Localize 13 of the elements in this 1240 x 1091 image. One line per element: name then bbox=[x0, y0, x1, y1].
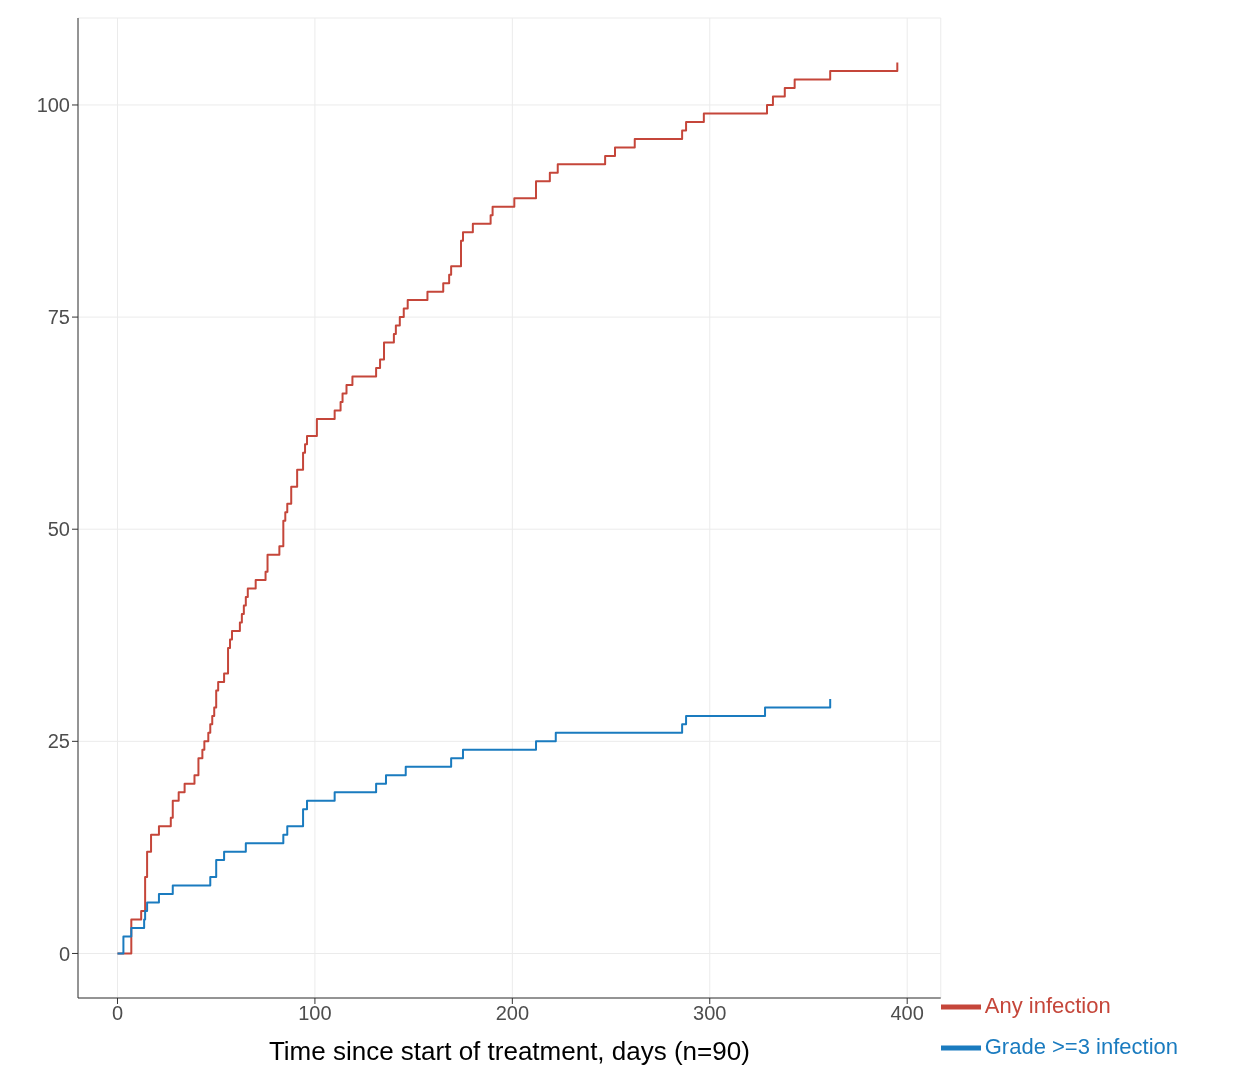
y-tick-label: 50 bbox=[47, 518, 70, 541]
y-tick-label: 0 bbox=[58, 942, 70, 965]
x-tick-label: 400 bbox=[890, 1002, 924, 1025]
x-tick-label: 300 bbox=[693, 1002, 727, 1025]
legend-label: Grade >=3 infection bbox=[984, 1033, 1178, 1059]
legend-label: Any infection bbox=[984, 992, 1111, 1018]
x-tick-label: 0 bbox=[111, 1002, 124, 1025]
y-tick-label: 100 bbox=[36, 94, 70, 117]
y-tick-label: 75 bbox=[47, 306, 70, 329]
x-axis-title: Time since start of treatment, days (n=90) bbox=[268, 1036, 750, 1066]
x-tick-label: 200 bbox=[495, 1002, 530, 1025]
x-tick-label: 100 bbox=[298, 1002, 332, 1025]
y-tick-label: 25 bbox=[47, 730, 70, 753]
